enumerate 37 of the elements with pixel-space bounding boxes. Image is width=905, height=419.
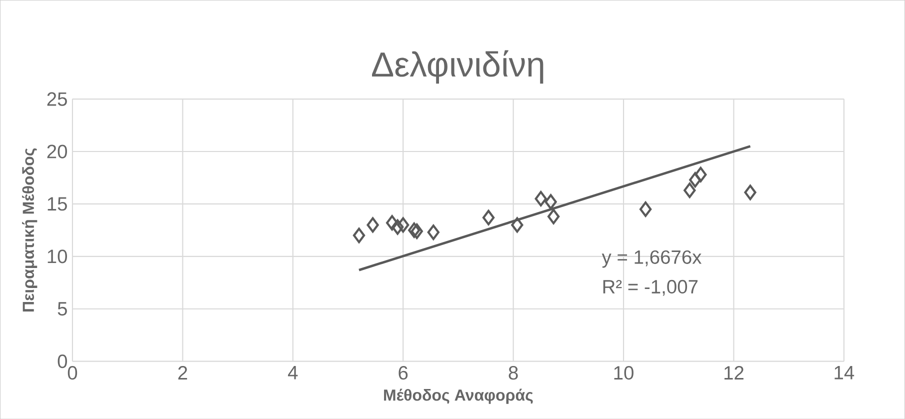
x-tick-label: 0 [68, 366, 78, 380]
x-axis-title: Μέθοδος Αναφοράς [384, 388, 533, 404]
point [392, 219, 404, 235]
y-tick-label: 5 [58, 302, 67, 316]
y-tick-label: 20 [47, 144, 68, 158]
point [511, 217, 524, 233]
point [408, 222, 420, 238]
x-tick-label: 14 [834, 366, 854, 380]
y-tick-label: 15 [48, 197, 67, 211]
point [684, 182, 696, 198]
annotation: R² = -1,007 [603, 280, 698, 296]
point [397, 217, 410, 233]
y-tick-label: 10 [48, 249, 68, 264]
point [386, 214, 398, 230]
y-tick-label: 0 [58, 354, 68, 368]
point [366, 217, 379, 233]
chart-title: Δελφινιδίνη [372, 50, 544, 84]
x-tick-label: 4 [288, 366, 298, 380]
point [689, 172, 702, 188]
x-tick-label: 6 [398, 366, 408, 380]
point [544, 194, 557, 210]
point [427, 224, 440, 240]
annotation: y = 1,6676x [602, 250, 702, 268]
point [744, 184, 756, 200]
x-tick-label: 12 [724, 366, 744, 380]
y-axis-title: Πειραματική Μέθοδος [22, 148, 38, 312]
x-tick-label: 10 [614, 366, 634, 380]
y-tick-label: 25 [47, 92, 67, 106]
point [547, 208, 560, 224]
x-tick-label: 2 [178, 366, 188, 380]
point [694, 166, 707, 182]
point [534, 190, 547, 206]
point [410, 223, 423, 239]
point [352, 228, 366, 244]
point [482, 210, 495, 226]
x-tick-label: 8 [508, 366, 518, 380]
point [639, 201, 652, 217]
